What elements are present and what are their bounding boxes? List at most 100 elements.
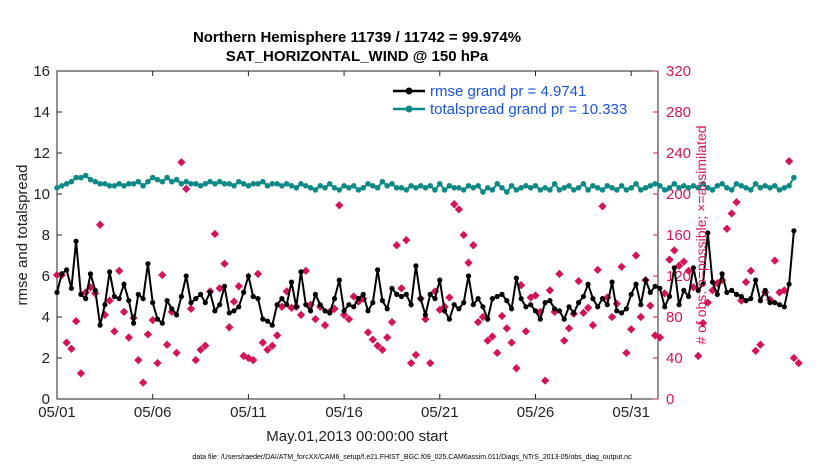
spread-point — [681, 183, 687, 189]
rmse-point — [671, 265, 677, 271]
spread-point — [336, 187, 343, 193]
x-tick-label: 05/01 — [38, 404, 76, 421]
rmse-point — [743, 298, 749, 304]
spread-point — [772, 183, 778, 189]
obs-point — [593, 265, 602, 275]
rmse-point — [662, 304, 668, 310]
spread-point — [207, 178, 213, 185]
rmse-point — [518, 296, 524, 302]
legend: rmse grand pr = 4.9741 totalspread grand… — [393, 83, 627, 118]
rmse-series — [54, 228, 797, 328]
obs-point — [234, 282, 243, 291]
obs-point — [598, 202, 607, 211]
spread-point — [518, 185, 524, 191]
spread-point — [547, 187, 553, 193]
x-tick-label: 05/26 — [517, 404, 555, 421]
spread-point — [537, 187, 544, 193]
spread-point — [331, 185, 338, 191]
rmse-point — [264, 318, 271, 324]
rmse-point — [217, 302, 223, 308]
spread-point — [255, 181, 261, 187]
rmse-point — [633, 281, 639, 287]
rmse-point — [446, 316, 452, 322]
obs-point — [296, 310, 306, 320]
x-axis-label: May.01,2013 00:00:00 start — [266, 428, 448, 445]
rmse-point — [442, 308, 448, 314]
spread-point — [748, 187, 754, 193]
rmse-point — [614, 308, 620, 314]
spread-point — [695, 185, 701, 191]
obs-point — [335, 201, 344, 210]
rmse-point — [226, 310, 232, 316]
rmse-point — [73, 238, 79, 244]
rmse-point — [714, 291, 720, 297]
spread-point — [709, 187, 716, 193]
rmse-point — [288, 279, 295, 285]
obs-point — [488, 332, 497, 341]
obs-point — [162, 340, 172, 349]
rmse-point — [724, 289, 730, 295]
obs-point — [239, 351, 248, 361]
spread-point — [82, 172, 89, 179]
rmse-point — [131, 320, 137, 326]
rmse-point — [786, 281, 792, 287]
spread-point — [245, 183, 252, 189]
spread-point — [566, 183, 572, 189]
rmse-point — [64, 267, 70, 273]
obs-point — [650, 331, 660, 340]
spread-point — [781, 185, 788, 191]
obs-point — [450, 200, 459, 209]
rmse-point — [193, 296, 199, 302]
spread-point — [317, 183, 324, 189]
rmse-point — [250, 293, 256, 300]
rmse-point — [207, 289, 213, 295]
spread-point — [274, 181, 280, 187]
obs-point — [153, 358, 162, 368]
legend-rmse-marker — [405, 87, 413, 95]
obs-point — [67, 344, 76, 353]
rmse-point — [394, 291, 400, 297]
legend-rmse-label: rmse grand pr = 4.9741 — [430, 83, 586, 100]
rmse-point — [92, 287, 98, 293]
obs-point — [301, 266, 310, 276]
spread-point — [326, 181, 333, 187]
obs-point — [694, 351, 703, 361]
spread-point — [293, 185, 300, 191]
obs-point — [71, 316, 81, 326]
obs-point — [516, 281, 526, 290]
y-tick-label-left: 16 — [33, 63, 50, 80]
spread-point — [389, 181, 395, 187]
rmse-point — [164, 298, 170, 304]
spread-point — [705, 185, 711, 191]
spread-point — [494, 181, 501, 187]
rmse-point — [298, 269, 304, 275]
spread-point — [685, 185, 692, 191]
rmse-point — [499, 291, 505, 297]
spread-point — [580, 181, 587, 187]
x-tick-label: 05/06 — [134, 404, 172, 421]
obs-point — [158, 270, 167, 280]
obs-point — [631, 251, 641, 260]
rmse-point — [408, 302, 414, 308]
obs-point — [373, 341, 382, 350]
spread-point — [484, 185, 491, 191]
plot-area — [56, 70, 659, 400]
obs-point — [349, 292, 358, 301]
rmse-point — [360, 291, 366, 297]
spread-point — [197, 183, 204, 189]
spread-point — [743, 185, 749, 191]
x-axis-ticks: 05/01 05/06 05/11 05/16 05/21 05/26 05/31 — [38, 71, 650, 421]
y-tick-label-right: 80 — [666, 309, 683, 326]
rmse-point — [509, 306, 515, 312]
rmse-point — [284, 302, 290, 308]
y-tick-label-right: 0 — [666, 391, 674, 408]
obs-point — [469, 241, 478, 250]
spread-point — [767, 185, 773, 191]
rmse-point — [470, 302, 476, 308]
obs-point — [555, 269, 564, 279]
rmse-point — [547, 298, 553, 304]
obs-point — [272, 331, 282, 340]
obs-point — [378, 345, 387, 354]
obs-point — [368, 335, 377, 344]
spread-point — [63, 181, 70, 187]
